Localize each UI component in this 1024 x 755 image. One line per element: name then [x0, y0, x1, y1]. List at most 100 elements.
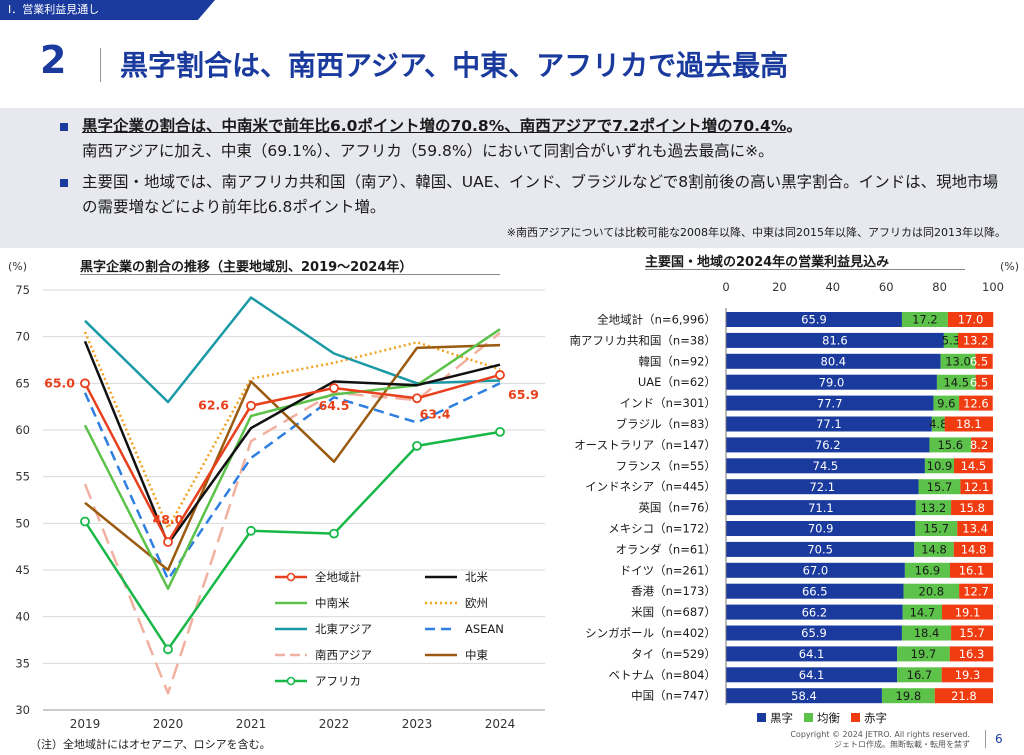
bar-legend-label: 均衡	[817, 711, 840, 725]
bar-segment-1	[901, 312, 948, 327]
bar-category-label: 米国（n=687）	[631, 605, 716, 619]
bar-segment-2	[941, 667, 994, 683]
bar-segment-2	[942, 604, 993, 620]
bar-category-label: メキシコ（n=172）	[608, 522, 716, 536]
bar-segment-1	[901, 625, 952, 641]
line-data-label: 62.6	[198, 398, 229, 413]
line-series-5	[83, 382, 501, 581]
bar-value-label: 20.8	[919, 584, 945, 598]
bar-category-label: タイ（n=529）	[631, 647, 716, 661]
bullet-square-icon	[60, 123, 68, 131]
bar-value-label: 18.1	[956, 417, 982, 431]
bar-segment-1	[915, 500, 952, 516]
bar-value-label: 14.8	[961, 543, 987, 557]
summary-bullet-1-rest: 南西アジアに加え、中東（69.1%）、アフリカ（59.8%）において同割合がいず…	[82, 142, 774, 160]
line-chart-y-tick-label: 75	[15, 283, 30, 297]
line-chart-x-tick-label: 2020	[153, 717, 184, 731]
line-data-label: 48.0	[153, 512, 184, 527]
line-legend-label: 中東	[465, 648, 488, 662]
summary-bullet-2-text: 主要国・地域では、南アフリカ共和国（南ア）、韓国、UAE、インド、ブラジルなどで…	[82, 173, 999, 216]
bar-value-label: 10.9	[927, 459, 953, 473]
bar-x-tick-label: 20	[772, 280, 787, 294]
bar-segment-2	[951, 625, 993, 641]
bar-segment-1	[933, 395, 960, 411]
bar-value-label: 64.1	[799, 647, 825, 661]
bar-segment-0	[726, 416, 932, 432]
line-point-8	[412, 440, 422, 451]
bar-segment-2	[950, 562, 993, 578]
line-chart-y-unit: (%)	[8, 260, 27, 273]
bar-segment-1	[924, 458, 955, 474]
bar-x-tick-label: 40	[825, 280, 840, 294]
bar-segment-0	[726, 312, 902, 327]
bar-value-label: 13.2	[963, 334, 989, 348]
bar-segment-0	[726, 353, 941, 369]
bar-value-label: 13.2	[921, 501, 947, 515]
page-number: 6	[995, 732, 1003, 746]
bar-value-label: 13.4	[962, 522, 988, 536]
line-series-0	[83, 373, 501, 544]
summary-bullet-1-bold-end: 。	[786, 117, 802, 135]
bar-value-label: 65.9	[801, 313, 827, 327]
bar-value-label: 15.7	[927, 480, 953, 494]
bar-segment-1	[904, 562, 951, 578]
bar-chart-title: 主要国・地域の2024年の営業利益見込み	[645, 255, 890, 270]
bar-value-label: 77.7	[817, 396, 843, 410]
line-chart-y-tick-label: 60	[15, 423, 30, 437]
bar-category-label: インド（n=301）	[620, 396, 716, 410]
line-legend-label: ASEAN	[465, 622, 504, 636]
bar-value-label: 65.9	[801, 626, 827, 640]
line-point-8	[163, 644, 173, 655]
bar-value-label: 72.1	[809, 480, 835, 494]
bar-value-label: 16.7	[907, 668, 933, 682]
bar-segment-1	[902, 604, 943, 620]
summary-bullet-2: 主要国・地域では、南アフリカ共和国（南ア）、韓国、UAE、インド、ブラジルなどで…	[60, 170, 1010, 220]
bar-segment-1	[897, 667, 942, 683]
bar-value-label: 4.8	[929, 417, 947, 431]
bar-value-label: 19.8	[896, 689, 922, 703]
bar-value-label: 15.7	[923, 522, 949, 536]
bar-segment-1	[903, 583, 960, 599]
bar-value-label: 12.7	[963, 584, 989, 598]
bar-category-label: UAE（n=62）	[638, 375, 716, 389]
line-chart-y-tick-label: 35	[15, 656, 30, 670]
bar-segment-0	[726, 395, 934, 411]
line-legend-label: 全地域計	[315, 570, 361, 584]
bar-value-label: 6.5	[970, 355, 988, 369]
bar-value-label: 67.0	[803, 564, 829, 578]
bar-segment-1	[943, 332, 959, 348]
line-chart-x-tick-label: 2023	[402, 717, 433, 731]
bar-segment-1	[936, 374, 976, 390]
bar-value-label: 15.8	[959, 501, 985, 515]
bar-value-label: 12.1	[964, 480, 990, 494]
bar-legend-label: 赤字	[864, 711, 887, 725]
bar-segment-2	[954, 458, 993, 474]
bar-x-tick-label: 60	[879, 280, 894, 294]
bar-value-label: 6.5	[970, 375, 988, 389]
bar-value-label: 14.7	[910, 605, 936, 619]
bar-segment-2	[959, 583, 993, 599]
summary-bullet-1-bold: 黒字企業の割合は、中南米で前年比6.0ポイント増の70.8%、南西アジアで7.2…	[82, 117, 787, 135]
line-legend-label: 中南米	[315, 596, 350, 610]
line-point-8	[246, 525, 256, 536]
bar-value-label: 15.7	[959, 626, 985, 640]
summary-note: ※南西アジアについては比較可能な2008年以降、中東は同2015年以降、アフリカ…	[506, 226, 1006, 239]
line-chart-y-tick-label: 45	[15, 563, 30, 577]
line-legend-label: 欧州	[465, 596, 488, 610]
line-data-label: 64.5	[319, 398, 350, 413]
bar-segment-2	[951, 500, 994, 516]
bar-value-label: 64.1	[799, 668, 825, 682]
bar-category-label: オランダ（n=61）	[615, 542, 716, 556]
bar-value-label: 16.9	[915, 564, 941, 578]
bar-category-label: 韓国（n=92）	[638, 354, 716, 368]
line-point-0	[495, 370, 505, 380]
bar-value-label: 66.5	[802, 584, 828, 598]
line-chart-x-tick-label: 2024	[485, 717, 516, 731]
bar-category-label: ベトナム（n=804）	[608, 668, 716, 682]
bar-value-label: 17.2	[912, 313, 938, 327]
line-data-label: 65.9	[508, 387, 539, 402]
bar-segment-0	[726, 479, 919, 495]
line-chart-y-tick-label: 50	[15, 516, 30, 530]
bar-segment-2	[934, 688, 993, 704]
